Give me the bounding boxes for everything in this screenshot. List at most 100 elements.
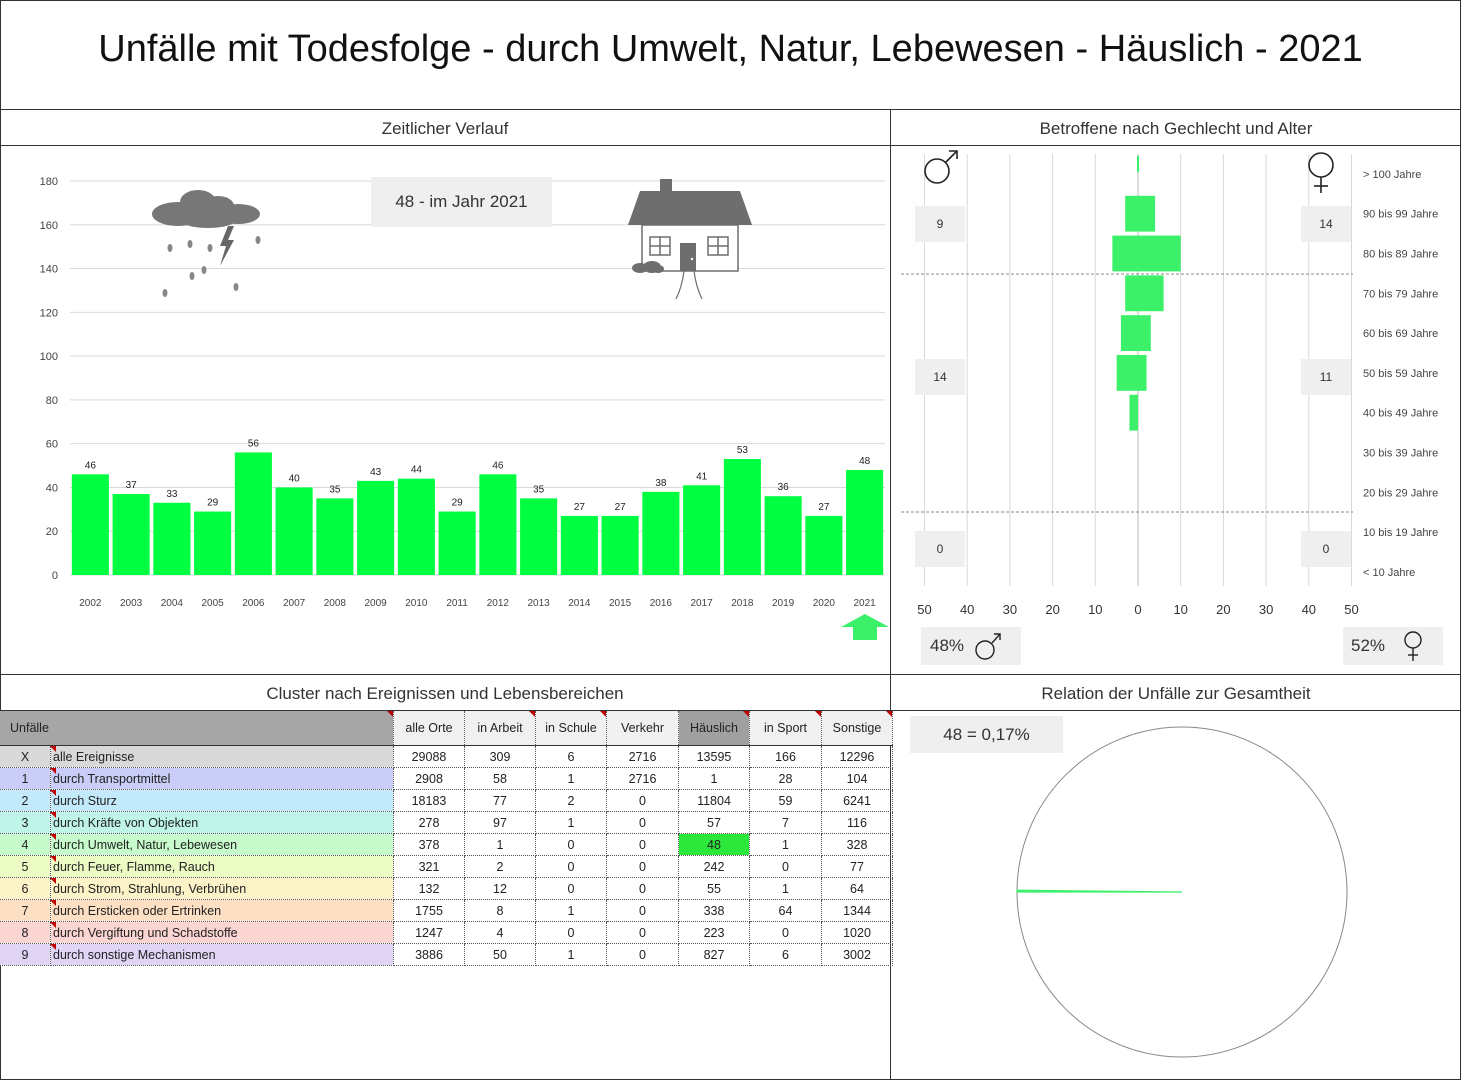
age-gender-pyramid-chart: 50 40 30 20 10 0 10 20 30 40 50 > 100 Jahre 90 bis 9… <box>901 154 1438 617</box>
table-cell: 1755 <box>393 899 465 922</box>
x-tick-label: 20 <box>1045 602 1059 617</box>
row-index: 2 <box>0 789 51 812</box>
table-cell: 0 <box>606 899 679 922</box>
age-group-label: > 100 Jahre <box>1363 169 1421 181</box>
table-cell: 13595 <box>678 745 750 768</box>
table-cell: 1020 <box>821 921 893 944</box>
table-cell: 1 <box>535 811 607 834</box>
column-header: in Arbeit <box>464 711 536 746</box>
bar <box>71 474 109 575</box>
table-cell: 1 <box>535 899 607 922</box>
data-label: 33 <box>166 489 178 500</box>
bar <box>1138 354 1147 391</box>
y-tick-label: 0 <box>52 570 58 582</box>
bar <box>764 496 802 575</box>
table-cell: 0 <box>606 921 679 944</box>
table-cell: 2716 <box>606 767 679 790</box>
x-tick-label: 40 <box>960 602 974 617</box>
table-cell: 55 <box>678 877 750 900</box>
bar <box>316 498 354 575</box>
age-group-label: 40 bis 49 Jahre <box>1363 408 1438 420</box>
bar <box>601 515 639 575</box>
x-tick-label: 2008 <box>324 598 347 609</box>
column-header: in Schule <box>535 711 607 746</box>
x-tick-label: 2012 <box>487 598 510 609</box>
row-label: durch Sturz <box>49 789 394 812</box>
data-label: 27 <box>818 502 830 513</box>
table-row: 9 durch sonstige Mechanismen 3886 50 1 0 827 6 3… <box>0 943 893 966</box>
x-tick-label: 20 <box>1216 602 1230 617</box>
y-tick-label: 40 <box>46 482 58 494</box>
female-total-old: 14 <box>1301 206 1351 242</box>
row-label: alle Ereignisse <box>49 745 394 768</box>
row-index: 9 <box>0 943 51 966</box>
data-label: 40 <box>289 473 301 484</box>
table-cell: 1344 <box>821 899 893 922</box>
column-header: Verkehr <box>606 711 679 746</box>
x-tick-label: 2003 <box>120 598 143 609</box>
bar <box>1138 235 1181 272</box>
year-callout: 48 - im Jahr 2021 <box>371 177 552 227</box>
cluster-table: Unfälle alle Orte in Arbeit in Schule Ve… <box>0 711 893 966</box>
y-tick-label: 160 <box>40 220 58 232</box>
page-title: Unfälle mit Todesfolge - durch Umwelt, N… <box>98 28 1363 70</box>
x-tick-label: 50 <box>917 602 931 617</box>
table-cell: 116 <box>821 811 893 834</box>
row-index: 1 <box>0 767 51 790</box>
bar <box>357 480 395 575</box>
table-cell: 0 <box>749 855 822 878</box>
y-tick-label: 100 <box>40 351 58 363</box>
table-row: 6 durch Strom, Strahlung, Verbrühen 132 12 0… <box>0 877 893 900</box>
bar <box>153 502 191 575</box>
x-tick-label: 2018 <box>731 598 754 609</box>
column-header: Häuslich <box>678 711 750 746</box>
bar <box>723 458 761 575</box>
bar <box>438 511 476 575</box>
female-symbol-icon <box>1404 631 1422 661</box>
table-cell: 309 <box>464 745 536 768</box>
bar <box>275 487 313 575</box>
x-tick-label: 2007 <box>283 598 306 609</box>
data-label: 46 <box>85 460 97 471</box>
column-header: Unfälle <box>0 711 394 746</box>
bar <box>1138 275 1164 312</box>
column-header: alle Orte <box>393 711 465 746</box>
data-label: 41 <box>696 471 708 482</box>
male-symbol-icon <box>924 150 958 184</box>
table-cell: 11804 <box>678 789 750 812</box>
table-cell: 29088 <box>393 745 465 768</box>
table-cell: 64 <box>749 899 822 922</box>
table-cell: 6241 <box>821 789 893 812</box>
table-cell: 328 <box>821 833 893 856</box>
female-total-young: 0 <box>1301 531 1351 567</box>
x-tick-label: 2017 <box>691 598 714 609</box>
row-index: 3 <box>0 811 51 834</box>
table-row: 5 durch Feuer, Flamme, Rauch 321 2 0 0 242 0 77 <box>0 855 893 878</box>
x-tick-label: 40 <box>1302 602 1316 617</box>
table-cell: 12296 <box>821 745 893 768</box>
x-tick-label: 10 <box>1088 602 1102 617</box>
row-label: durch Ersticken oder Ertrinken <box>49 899 394 922</box>
age-group-label: 30 bis 39 Jahre <box>1363 448 1438 460</box>
x-tick-label: 30 <box>1003 602 1017 617</box>
table-cell: 0 <box>535 921 607 944</box>
relation-label: 48 = 0,17% <box>910 716 1063 753</box>
male-symbol-icon <box>975 633 1001 660</box>
section-title-timeline: Zeitlicher Verlauf <box>381 119 509 138</box>
row-label: durch Umwelt, Natur, Lebewesen <box>49 833 394 856</box>
y-tick-label: 140 <box>40 264 58 276</box>
male-total-old: 9 <box>915 206 965 242</box>
table-cell: 0 <box>606 877 679 900</box>
table-cell: 0 <box>606 855 679 878</box>
row-index: 7 <box>0 899 51 922</box>
divider <box>0 145 1461 146</box>
table-cell: 77 <box>464 789 536 812</box>
table-cell: 12 <box>464 877 536 900</box>
table-cell: 223 <box>678 921 750 944</box>
table-cell: 48 <box>678 833 750 856</box>
male-total-young: 0 <box>915 531 965 567</box>
bar <box>397 478 435 575</box>
table-cell: 0 <box>606 833 679 856</box>
data-label: 48 <box>859 456 871 467</box>
